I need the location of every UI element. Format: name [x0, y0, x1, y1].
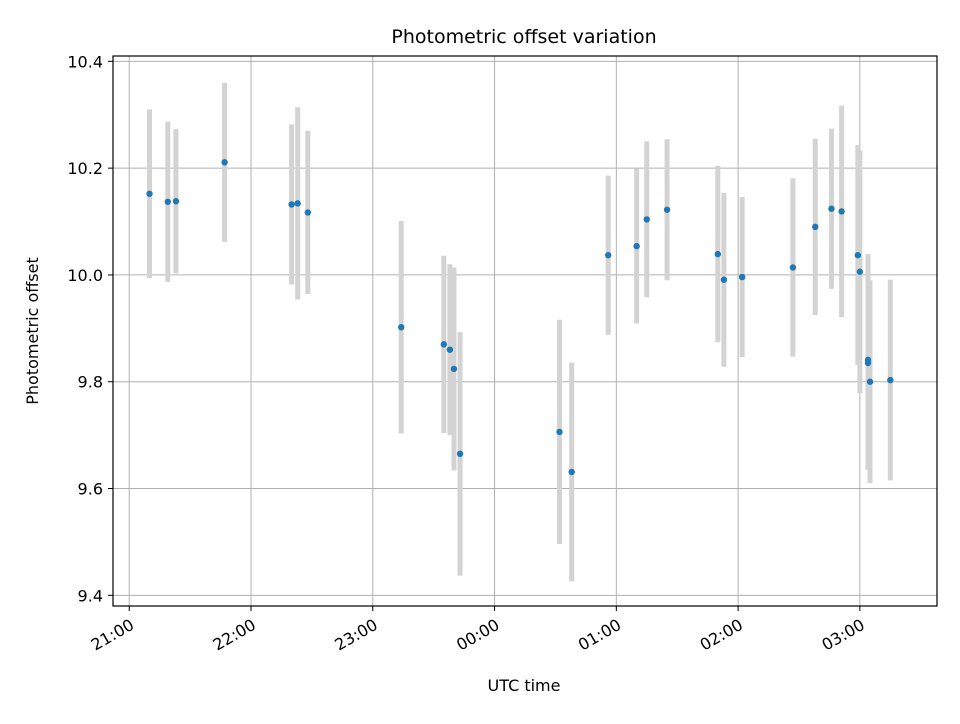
plot-frame [112, 55, 938, 607]
data-point [440, 341, 448, 348]
data-point [450, 365, 458, 373]
data-point [456, 450, 464, 458]
ticks [108, 60, 861, 611]
data-point [397, 324, 405, 331]
data-point [720, 276, 728, 283]
data-point [866, 378, 874, 385]
y-tick-label: 10.4 [67, 52, 103, 71]
data-point [294, 200, 301, 207]
data-point [633, 242, 640, 250]
data-point [789, 264, 797, 271]
data-point [864, 359, 872, 367]
y-axis-label: Photometric offset [23, 257, 42, 405]
data-point [164, 198, 171, 205]
data-point [854, 251, 862, 259]
y-tick-label: 10.2 [67, 159, 103, 178]
data-point [828, 205, 835, 212]
data-point [643, 216, 650, 223]
data-point [605, 251, 612, 259]
y-tick-label: 9.4 [78, 586, 103, 605]
y-tick-label: 9.6 [78, 480, 103, 499]
y-tick-label: 10.0 [67, 266, 103, 285]
data-point [738, 273, 746, 281]
data-point [556, 428, 563, 436]
data-point [446, 346, 454, 353]
x-axis-label: UTC time [488, 676, 561, 695]
data-point [663, 206, 671, 213]
chart-title: Photometric offset variation [391, 26, 656, 48]
data-point [812, 223, 819, 231]
data-point [838, 208, 845, 215]
data-point [887, 376, 894, 384]
data-points [146, 159, 894, 476]
data-point [146, 190, 153, 197]
data-point [172, 198, 180, 205]
data-point [714, 250, 722, 258]
data-point [568, 468, 575, 476]
data-point [304, 209, 312, 216]
data-point [856, 268, 864, 275]
data-point [288, 201, 295, 208]
grid [113, 56, 937, 606]
y-tick-labels: 9.4 9.6 9.8 10.0 10.2 10.4 [67, 52, 103, 605]
data-point [221, 159, 228, 166]
y-tick-label: 9.8 [78, 373, 103, 392]
